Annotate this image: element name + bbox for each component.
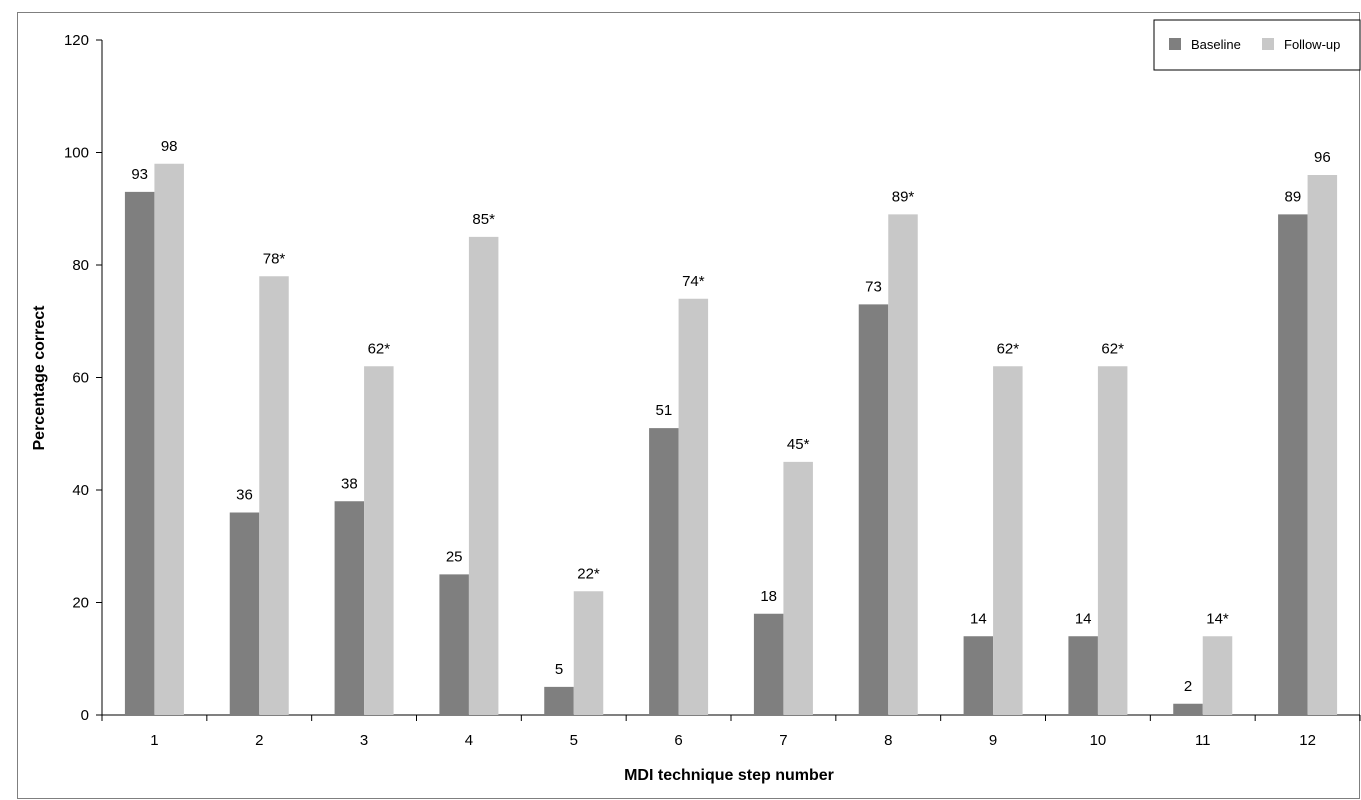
x-tick-label: 12 [1299, 732, 1316, 749]
bar-follow-up [1202, 636, 1233, 715]
x-tick-label: 1 [150, 732, 158, 749]
y-tick-label: 20 [72, 595, 89, 612]
bar-baseline [334, 501, 365, 715]
bar-baseline [1278, 214, 1308, 715]
data-label-follow-up: 98 [161, 138, 178, 155]
data-label-baseline: 73 [865, 278, 882, 295]
y-tick-label: 40 [72, 482, 89, 499]
bar-follow-up [888, 214, 918, 715]
data-label-follow-up: 45* [787, 436, 810, 453]
y-axis-title: Percentage correct [31, 305, 48, 451]
data-label-follow-up: 62* [1101, 340, 1124, 357]
data-label-baseline: 38 [341, 475, 358, 492]
bar-follow-up [1097, 366, 1128, 715]
data-label-baseline: 2 [1184, 678, 1192, 695]
bar-baseline [439, 574, 469, 715]
data-label-follow-up: 85* [472, 211, 495, 228]
y-axis: 0 20 40 60 80 100 120 [64, 32, 103, 724]
data-label-follow-up: 74* [682, 273, 705, 290]
x-axis: 1 2 3 4 5 6 7 8 9 10 11 12 [101, 714, 1361, 749]
bar-follow-up [993, 366, 1023, 715]
y-tick-label: 120 [64, 32, 89, 49]
legend-label-baseline: Baseline [1191, 37, 1241, 52]
bar-follow-up [783, 461, 813, 715]
data-labels: 93 98 36 78* 38 62* 25 85* 5 22* 51 74* 18 45* 73 89* 14… [131, 138, 1330, 695]
data-label-baseline: 89 [1284, 188, 1301, 205]
bar-baseline [753, 613, 784, 715]
data-label-baseline: 14 [970, 610, 987, 627]
x-tick-label: 8 [884, 732, 892, 749]
data-label-baseline: 5 [555, 661, 563, 678]
bar-baseline [124, 191, 155, 715]
data-label-follow-up: 89* [892, 188, 915, 205]
x-tick-label: 11 [1195, 732, 1211, 749]
data-label-follow-up: 62* [368, 340, 391, 357]
data-label-follow-up: 96 [1314, 149, 1331, 166]
data-label-baseline: 14 [1075, 610, 1092, 627]
bar-baseline [858, 304, 889, 715]
data-label-baseline: 93 [131, 166, 148, 183]
bar-follow-up [1307, 175, 1338, 715]
x-tick-label: 2 [255, 732, 263, 749]
y-tick-label: 80 [72, 257, 89, 274]
bar-baseline [1068, 636, 1098, 715]
legend-label-follow-up: Follow-up [1284, 37, 1340, 52]
data-label-follow-up: 62* [997, 340, 1020, 357]
legend-swatch-baseline [1169, 38, 1181, 50]
data-label-follow-up: 78* [263, 250, 286, 267]
bar-follow-up [259, 276, 289, 715]
legend: Baseline Follow-up [1153, 19, 1361, 71]
x-tick-label: 3 [360, 732, 368, 749]
x-tick-label: 9 [989, 732, 997, 749]
bar-follow-up [364, 366, 394, 715]
y-tick-label: 100 [64, 145, 89, 162]
x-tick-label: 4 [465, 732, 473, 749]
bar-follow-up [468, 236, 499, 715]
bar-follow-up [678, 298, 709, 715]
data-label-baseline: 18 [760, 588, 777, 605]
data-label-baseline: 36 [236, 487, 253, 504]
legend-box [1153, 19, 1361, 71]
bar-baseline [1173, 703, 1203, 715]
bar-baseline [229, 512, 260, 715]
legend-swatch-follow-up [1262, 38, 1274, 50]
bar-baseline [649, 428, 679, 715]
x-tick-label: 6 [674, 732, 682, 749]
bars [124, 163, 1338, 715]
data-label-baseline: 51 [655, 402, 672, 419]
y-tick-label: 0 [81, 707, 89, 724]
data-label-follow-up: 14* [1206, 610, 1229, 627]
x-tick-label: 10 [1090, 732, 1107, 749]
bar-follow-up [154, 163, 184, 715]
bar-baseline [544, 686, 574, 715]
x-axis-title: MDI technique step number [624, 767, 834, 784]
data-label-follow-up: 22* [577, 565, 600, 582]
bar-baseline [963, 636, 994, 715]
data-label-baseline: 25 [446, 548, 463, 565]
x-tick-label: 5 [570, 732, 578, 749]
x-tick-label: 7 [779, 732, 787, 749]
bar-follow-up [573, 591, 604, 715]
y-tick-label: 60 [72, 370, 89, 387]
